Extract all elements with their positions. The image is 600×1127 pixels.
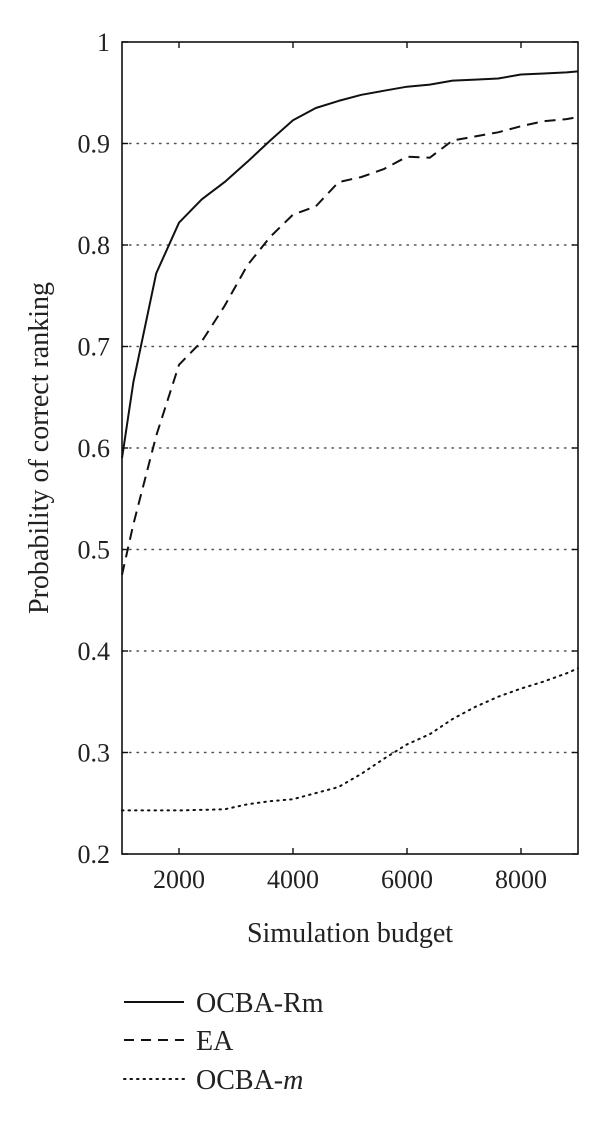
- legend-label-ocba-m-italic: m: [283, 1065, 303, 1096]
- series-line-solid: [121, 70, 579, 459]
- legend-item-ocba-m: OCBA-m: [123, 1065, 303, 1096]
- x-axis-ticks: 2000 4000 6000 8000: [153, 42, 547, 894]
- legend-item-ea: EA: [124, 1026, 234, 1057]
- y-tick-label: 0.2: [78, 840, 111, 869]
- legend-label-ocba-m-main: OCBA-: [196, 1065, 283, 1096]
- x-tick-label: 4000: [267, 865, 319, 894]
- y-axis-ticks: 0.2 0.3 0.4 0.5 0.6 0.7 0.8 0.9 1: [78, 28, 578, 869]
- y-tick-label: 0.4: [78, 637, 111, 666]
- x-tick-label: 6000: [381, 865, 433, 894]
- series-line-dashed: [121, 116, 579, 576]
- legend-label-ocba-m: OCBA-m: [196, 1065, 303, 1096]
- y-tick-label: 0.8: [78, 231, 111, 260]
- legend-item-ocba-rm: OCBA-Rm: [124, 988, 324, 1019]
- y-tick-label: 0.6: [78, 434, 111, 463]
- y-tick-label: 0.7: [78, 333, 111, 362]
- y-tick-label: 0.3: [78, 739, 111, 768]
- y-tick-label: 0.5: [78, 536, 111, 565]
- legend: OCBA-Rm EA OCBA-m: [123, 988, 324, 1096]
- x-axis-title: Simulation budget: [247, 918, 453, 949]
- y-tick-label: 0.9: [78, 130, 111, 159]
- legend-label-ocba-rm: OCBA-Rm: [196, 988, 324, 1019]
- legend-label-ea: EA: [196, 1026, 234, 1057]
- y-tick-label: 1: [97, 28, 110, 57]
- series-line-dotted: [121, 667, 579, 812]
- y-axis-title: Probability of correct ranking: [24, 282, 55, 614]
- x-tick-label: 8000: [495, 865, 547, 894]
- series-layer: [121, 70, 579, 812]
- x-tick-label: 2000: [153, 865, 205, 894]
